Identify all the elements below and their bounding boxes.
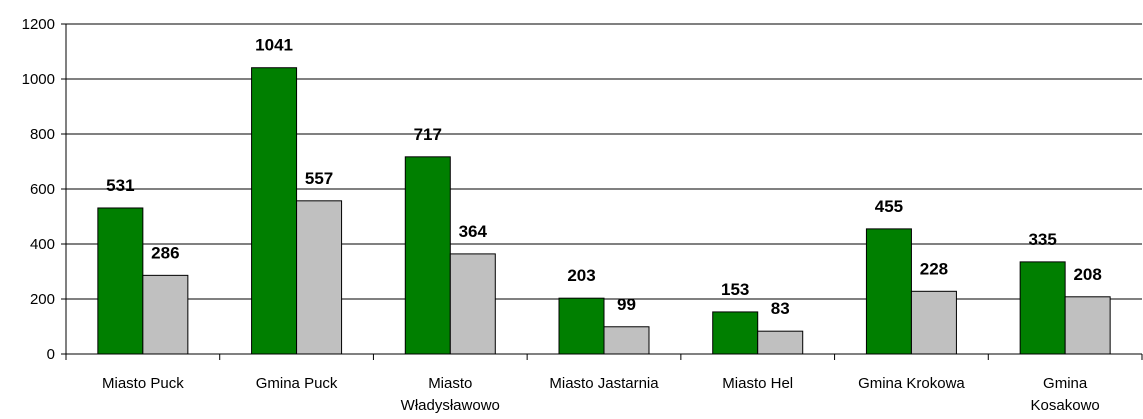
- y-tick-label: 400: [30, 236, 55, 253]
- data-label: 364: [459, 222, 488, 241]
- y-tick-label: 1000: [22, 71, 55, 88]
- bar: [1019, 261, 1066, 355]
- x-tick-label: Gmina Kosakowo: [1031, 375, 1100, 414]
- bar: [404, 156, 451, 355]
- data-label: 153: [721, 280, 749, 299]
- data-label: 531: [106, 176, 134, 195]
- data-label: 557: [305, 169, 333, 188]
- bar: [910, 290, 957, 355]
- y-tick-label: 800: [30, 126, 55, 143]
- x-tick-label: Miasto Puck: [102, 375, 184, 392]
- y-tick-label: 600: [30, 181, 55, 198]
- data-label: 208: [1073, 265, 1101, 284]
- x-tick-label: Miasto Władysławowo: [401, 375, 500, 414]
- x-tick-label: Miasto Jastarnia: [549, 375, 659, 392]
- bar: [97, 207, 144, 355]
- bar: [1064, 296, 1111, 355]
- bar: [449, 253, 496, 355]
- data-label: 1041: [255, 36, 293, 55]
- bar: [865, 228, 912, 355]
- bar: [296, 200, 343, 355]
- data-label: 83: [771, 299, 790, 318]
- bar: [603, 326, 650, 355]
- data-label: 455: [875, 197, 903, 216]
- bar: [558, 297, 605, 355]
- data-label: 717: [414, 125, 442, 144]
- bar: [251, 67, 298, 355]
- y-tick-label: 0: [47, 346, 55, 363]
- bar: [142, 274, 189, 355]
- y-tick-label: 200: [30, 291, 55, 308]
- bar: [712, 311, 759, 355]
- data-label: 335: [1028, 230, 1056, 249]
- x-tick-label: Gmina Puck: [256, 375, 338, 392]
- data-label: 286: [151, 243, 179, 262]
- data-label: 99: [617, 295, 636, 314]
- y-tick-label: 1200: [22, 16, 55, 33]
- data-label: 228: [920, 259, 948, 278]
- x-tick-label: Gmina Krokowa: [858, 375, 965, 392]
- x-tick-label: Miasto Hel: [722, 375, 793, 392]
- bar: [757, 330, 804, 355]
- data-label: 203: [567, 266, 595, 285]
